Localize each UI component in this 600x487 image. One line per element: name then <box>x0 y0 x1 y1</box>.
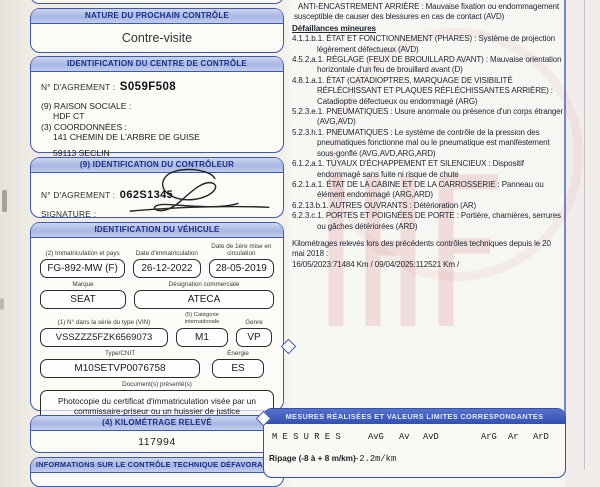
agrement-label: N° D'AGREMENT : <box>41 190 116 200</box>
vehicle-date-first-box: 28-05-2019 <box>208 259 274 278</box>
controller-agrement-row: N° D'AGREMENT : 062S1345 <box>41 185 283 203</box>
label-date-immatriculation: Date d'immatriculation <box>135 250 198 257</box>
defect-item: 4.8.1.a.1. ÉTAT (CATADIOPTRES, MARQUAGE … <box>292 75 553 106</box>
center-agrement-row: N° D'AGREMENT : S059F508 <box>41 77 283 95</box>
section-header: (4) KILOMÉTRAGE RELEVÉ <box>31 416 283 431</box>
vehicle-vin-box: VSSZZZ5FZK6569073 <box>40 328 168 347</box>
page-right-border <box>564 0 566 470</box>
section-header: MESURES RÉALISÉES ET VALEURS LIMITES COR… <box>264 409 565 424</box>
vehicle-type-cnit-box: M10SETVP0076758 <box>40 359 200 378</box>
scan-smudge <box>2 190 7 212</box>
signature-mark <box>129 168 270 212</box>
section-header: IDENTIFICATION DU CENTRE DE CONTRÔLE <box>31 57 283 72</box>
measures-column-ar: Ar <box>508 432 519 442</box>
scan-smudge <box>0 298 4 310</box>
label-genre: Genre <box>245 319 263 326</box>
measures-column-av: Av <box>399 432 410 442</box>
defect-continued-line: susceptible de causer des blessures en c… <box>294 12 505 22</box>
label-designation: Désignation commerciale <box>168 281 240 288</box>
controller-agrement-number: 062S1345 <box>119 189 174 201</box>
defect-item: 4.1.1.b.1. ÉTAT ET FONCTIONNEMENT (PHARE… <box>292 34 555 54</box>
label-energie: Énergie <box>227 350 249 357</box>
center-city: 59113 SECLIN <box>53 148 110 158</box>
measures-table-label: M E S U R E S <box>272 432 341 442</box>
section-next-inspection: NATURE DU PROCHAIN CONTRÔLE Contre-visit… <box>30 8 284 53</box>
section-header: INFORMATIONS SUR LE CONTRÔLE TECHNIQUE D… <box>31 458 283 473</box>
defect-item: 6.1.2.a.1. TUYAUX D'ÉCHAPPEMENT ET SILEN… <box>292 159 524 179</box>
section-header: (9) IDENTIFICATION DU CONTRÔLEUR <box>31 158 283 173</box>
measures-column-avg: AvG <box>368 432 384 442</box>
section-measures: MESURES RÉALISÉES ET VALEURS LIMITES COR… <box>263 408 566 478</box>
raison-sociale-value: HDF CT <box>53 111 85 121</box>
label-immatriculation: (2) Immatriculation et pays <box>45 250 120 257</box>
defect-continued-line: ANTI-ENCASTREMENT ARRIÈRE : Mauvaise fix… <box>298 2 559 11</box>
mileage-history-line: Kilométrages relevés lors des précédents… <box>292 238 551 259</box>
red-stamp-ring <box>330 28 583 281</box>
defect-item: 5.2.3.h.1. PNEUMATIQUES : Le système de … <box>292 127 550 158</box>
coordonnees-label: (3) COORDONNÉES : <box>41 122 127 132</box>
label-documents: Document(s) présenté(s) <box>122 381 192 388</box>
section-header: IDENTIFICATION DU VÉHICULE <box>31 223 283 238</box>
section-unfavorable-stub: INFORMATIONS SUR LE CONTRÔLE TECHNIQUE D… <box>30 457 284 487</box>
red-stamp-watermark <box>328 174 498 326</box>
vehicle-energie-box: ES <box>212 359 264 378</box>
measures-column-ard: ArD <box>533 432 549 442</box>
defect-item: 4.5.2.a.1. RÉGLAGE (FEUX DE BROUILLARD A… <box>292 55 562 75</box>
defects-list: ANTI-ENCASTREMENT ARRIÈRE : Mauvaise fix… <box>292 2 564 270</box>
vehicle-categorie-box: M1 <box>176 328 228 347</box>
label-categorie: (5) Catégorie internationale <box>184 312 220 325</box>
page-margin-line <box>584 0 585 470</box>
label-date-first-use: Date de 1ère mise en circulation <box>211 243 272 257</box>
measures-column-arg: ArG <box>481 432 497 442</box>
vehicle-marque-box: SEAT <box>40 290 126 309</box>
measures-column-avd: AvD <box>423 432 439 442</box>
defect-item: 6.2.13.b.1. AUTRES OUVRANTS : Détériorat… <box>292 200 477 210</box>
label-marque: Marque <box>72 281 94 288</box>
mileage-value: 117994 <box>138 436 176 448</box>
center-agrement-number: S059F508 <box>119 81 177 93</box>
vehicle-plate-box: FG-892-MW (F) <box>40 259 126 278</box>
next-inspection-value: Contre-visite <box>121 31 193 45</box>
vehicle-designation-box: ATECA <box>134 290 274 309</box>
label-type-cnit: Type/CNIT <box>104 350 136 357</box>
signature-label: SIGNATURE : <box>41 209 97 219</box>
section-controller: (9) IDENTIFICATION DU CONTRÔLEUR N° D'AG… <box>30 157 284 219</box>
defect-item: 5.2.3.e.1. PNEUMATIQUES : Usure anormale… <box>292 107 564 127</box>
section-mileage: (4) KILOMÉTRAGE RELEVÉ 117994 <box>30 415 284 453</box>
mileage-history-line: 16/05/2023:71484 Km / 09/04/2025:112521 … <box>292 259 460 269</box>
section-stub-top <box>30 0 284 4</box>
agrement-label: N° D'AGREMENT : <box>41 82 116 92</box>
measure-row-label: Ripage (-8 à + 8 m/km) <box>269 454 356 463</box>
vehicle-date-immat-box: 26-12-2022 <box>133 259 201 278</box>
label-vin: (1) N° dans la série du type (VIN) <box>57 319 151 326</box>
raison-sociale-label: (9) RAISON SOCIALE : <box>41 101 132 111</box>
section-header: NATURE DU PROCHAIN CONTRÔLE <box>31 9 283 24</box>
section-vehicle: IDENTIFICATION DU VÉHICULE (2) Immatricu… <box>30 222 284 422</box>
measure-row-value: -2.2m/km <box>354 454 397 464</box>
minor-defects-title: Défaillances mineures <box>292 23 376 33</box>
center-address: 141 CHEMIN DE L'ARBRE DE GUISE <box>53 132 200 142</box>
vehicle-genre-box: VP <box>236 328 272 347</box>
defect-item: 6.2.1.a.1. ÉTAT DE LA CABINE ET DE LA CA… <box>292 179 544 200</box>
defect-item: 6.2.3.c.1. PORTES ET POIGNÉES DE PORTE :… <box>292 211 561 231</box>
section-control-center: IDENTIFICATION DU CENTRE DE CONTRÔLE N° … <box>30 56 284 168</box>
